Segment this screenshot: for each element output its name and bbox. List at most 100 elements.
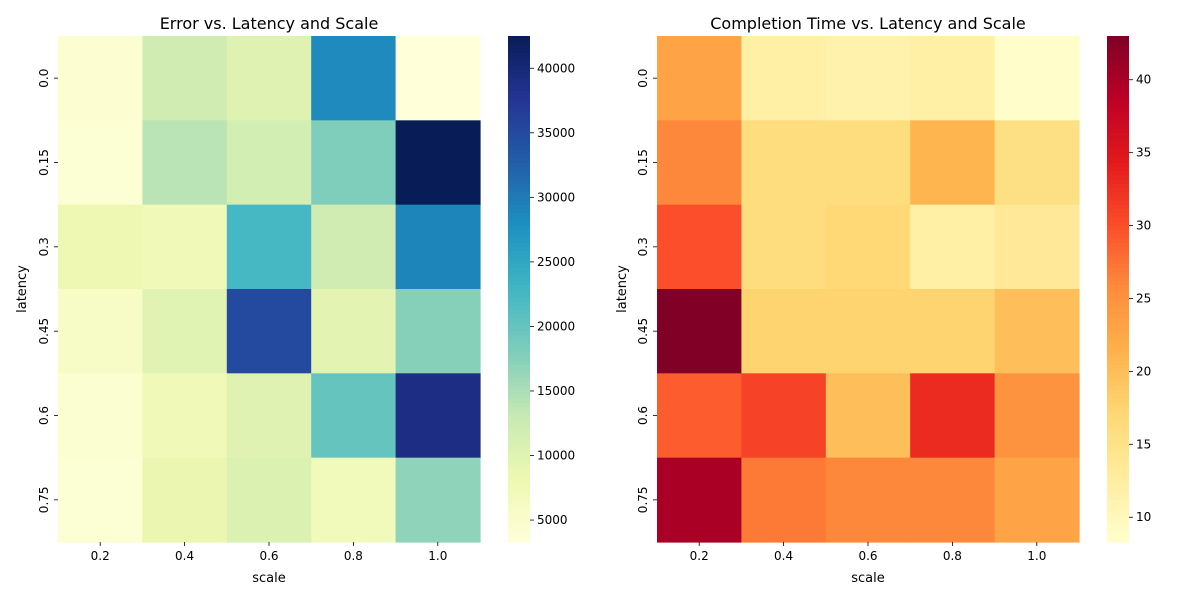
colorbar-segment [508,314,530,320]
colorbar-segment [1107,95,1129,100]
colorbar-tick-label: 40 [1136,73,1151,87]
colorbar-segment [508,57,530,62]
colorbar-tick-label: 15000 [537,384,575,398]
colorbar-segment [1107,221,1129,227]
error-heatmap-xlabel: scale [252,571,286,586]
colorbar-segment [508,280,530,286]
colorbar-segment [508,516,530,522]
colorbar-segment [1107,145,1129,151]
colorbar-segment [508,255,530,260]
colorbar-segment [1107,116,1129,121]
heatmap-cell [825,289,911,374]
colorbar-segment [1107,322,1129,328]
colorbar-segment [508,208,530,214]
colorbar-segment [1107,482,1129,488]
colorbar-segment [1107,381,1129,387]
heatmap-cell [58,457,143,543]
colorbar-segment [1107,533,1129,539]
colorbar-segment [508,149,530,155]
colorbar-segment [508,495,530,501]
colorbar-segment [508,398,530,404]
colorbar-segment [508,461,530,467]
heatmap-cell [142,120,228,206]
colorbar-segment [508,200,530,206]
colorbar-segment [1107,213,1129,218]
heatmap-cell [226,457,312,543]
colorbar-segment [1107,428,1129,433]
colorbar-segment [1107,120,1129,126]
colorbar-segment [508,432,530,438]
colorbar-segment [508,132,530,138]
heatmap-cell [226,120,312,206]
colorbar-segment [508,348,530,353]
colorbar-segment [1107,449,1129,454]
colorbar-segment [1107,149,1129,155]
heatmap-cell [311,373,397,459]
colorbar-segment [1107,411,1129,416]
y-tick-label: 0.75 [636,486,650,513]
colorbar-tick-label: 35 [1136,146,1151,160]
colorbar-segment [1107,470,1129,476]
colorbar-segment [508,158,530,163]
colorbar-segment [1107,99,1129,104]
colorbar-segment [1107,297,1129,303]
colorbar-segment [508,326,530,332]
colorbar-segment [1107,166,1129,172]
colorbar-segment [1107,208,1129,214]
colorbar-segment [1107,183,1129,189]
colorbar-segment [1107,385,1129,391]
colorbar-segment [1107,267,1129,273]
y-tick-label: 0.3 [636,237,650,256]
heatmap-cell [910,457,996,543]
colorbar-segment [508,99,530,104]
heatmap-cell [58,204,143,290]
colorbar-segment [508,259,530,265]
colorbar-segment [1107,436,1129,442]
colorbar-segment [1107,491,1129,497]
colorbar-segment [1107,369,1129,374]
x-tick-label: 0.2 [91,549,110,563]
heatmap-cell [142,289,228,374]
colorbar-segment [508,310,530,315]
colorbar-segment [1107,179,1129,185]
colorbar-segment [1107,331,1129,336]
heatmap-cell [657,36,742,121]
colorbar-segment [1107,407,1129,412]
completion-heatmap-xlabel: scale [851,571,885,586]
colorbar-segment [1107,242,1129,248]
colorbar-segment [508,120,530,126]
colorbar-segment [1107,200,1129,206]
colorbar-segment [508,520,530,526]
colorbar-segment [1107,310,1129,315]
error-heatmap-panel: Error vs. Latency and Scale 0.2 0.4 0.6 0.8… [15,14,575,586]
colorbar-segment [1107,251,1129,256]
colorbar-segment [508,137,530,142]
x-tick-label: 0.6 [259,549,278,563]
colorbar-segment [1107,255,1129,260]
colorbar-segment [1107,170,1129,176]
colorbar-segment [508,529,530,535]
colorbar-segment [1107,196,1129,201]
heatmap-cell [741,204,827,290]
completion-heatmap-title: Completion Time vs. Latency and Scale [710,14,1026,33]
heatmap-cell [741,373,827,459]
colorbar-segment [508,251,530,256]
colorbar-segment [1107,124,1129,130]
colorbar-segment [508,242,530,248]
colorbar-segment [508,69,530,75]
colorbar-segment [508,364,530,370]
colorbar-segment [1107,276,1129,282]
colorbar-segment [1107,289,1129,294]
colorbar-segment [508,512,530,518]
colorbar-segment [508,508,530,513]
heatmap-cell [825,373,911,459]
colorbar-segment [508,48,530,54]
colorbar-segment [1107,132,1129,138]
heatmap-cell [994,204,1080,290]
colorbar-segment [1107,48,1129,54]
colorbar-segment [508,116,530,121]
y-tick-label: 0.45 [636,318,650,345]
heatmap-cell [58,36,143,121]
heatmap-cell [226,204,312,290]
heatmap-cell [994,36,1080,121]
